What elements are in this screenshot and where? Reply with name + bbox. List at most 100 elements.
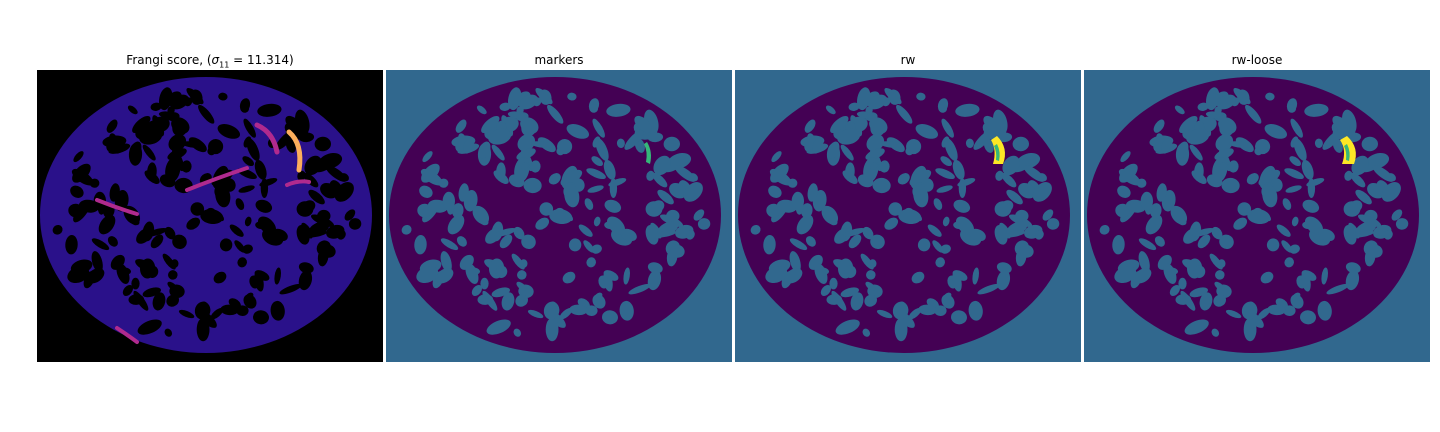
- texture-hole: [934, 305, 947, 317]
- texture-hole: [646, 170, 655, 181]
- texture-hole: [279, 283, 302, 295]
- texture-hole: [1267, 304, 1286, 316]
- texture-hole: [523, 177, 542, 194]
- texture-hole: [1117, 185, 1131, 198]
- texture-hole: [850, 292, 864, 311]
- texture-hole: [586, 257, 596, 268]
- texture-hole: [440, 238, 459, 251]
- texture-hole: [168, 134, 187, 152]
- panel-title-rw: rw: [900, 53, 916, 67]
- texture-hole: [848, 102, 860, 111]
- vessel-streak: [95, 198, 139, 216]
- texture-hole: [296, 224, 310, 245]
- texture-hole: [530, 160, 541, 173]
- texture-hole: [549, 209, 573, 225]
- panel-title-rw-loose: rw-loose: [1231, 53, 1283, 67]
- texture-hole: [456, 236, 467, 247]
- texture-hole: [827, 141, 840, 159]
- texture-hole: [1237, 202, 1252, 216]
- texture-hole: [128, 294, 145, 305]
- texture-hole: [1343, 224, 1357, 245]
- texture-hole: [521, 162, 529, 170]
- texture-hole: [1321, 267, 1328, 285]
- texture-hole: [586, 168, 606, 179]
- texture-hole: [865, 148, 885, 161]
- texture-hole: [603, 270, 619, 281]
- texture-hole: [234, 240, 246, 253]
- texture-hole: [1217, 94, 1236, 110]
- texture-hole: [860, 253, 874, 270]
- texture-hole: [507, 87, 522, 111]
- texture-hole: [807, 183, 818, 202]
- texture-hole: [217, 124, 241, 139]
- texture-hole: [152, 292, 166, 311]
- texture-hole: [91, 238, 110, 251]
- texture-hole: [1169, 285, 1180, 296]
- texture-hole: [1243, 317, 1257, 342]
- texture-hole: [1156, 183, 1167, 202]
- texture-hole: [519, 94, 538, 110]
- texture-hole: [1290, 118, 1303, 138]
- texture-hole: [1197, 234, 1211, 249]
- texture-hole: [485, 228, 502, 244]
- texture-hole: [1219, 234, 1234, 250]
- texture-hole: [1306, 177, 1325, 187]
- texture-hole: [220, 304, 239, 316]
- texture-hole: [1145, 214, 1163, 235]
- texture-hole: [697, 218, 711, 230]
- texture-hole: [562, 271, 576, 284]
- texture-hole: [146, 265, 159, 278]
- texture-hole: [1215, 270, 1225, 280]
- texture-hole: [789, 251, 801, 273]
- texture-hole: [1258, 169, 1281, 186]
- texture-hole: [1153, 119, 1165, 133]
- texture-hole: [164, 328, 173, 337]
- texture-hole: [634, 115, 652, 133]
- vessel-streak: [286, 129, 303, 173]
- texture-hole: [1350, 172, 1366, 188]
- texture-hole: [567, 92, 577, 101]
- texture-hole: [122, 285, 133, 296]
- texture-hole: [255, 199, 273, 213]
- texture-hole: [1281, 240, 1293, 253]
- texture-hole: [805, 236, 816, 247]
- texture-hole: [674, 165, 696, 182]
- texture-hole: [513, 328, 522, 337]
- texture-hole: [602, 310, 618, 325]
- texture-hole: [862, 226, 874, 240]
- texture-hole: [137, 319, 162, 335]
- texture-hole: [1154, 236, 1165, 247]
- texture-hole: [285, 115, 303, 133]
- texture-hole: [65, 235, 78, 255]
- texture-hole: [1218, 117, 1237, 134]
- texture-hole: [89, 178, 100, 188]
- texture-hole: [240, 104, 250, 113]
- texture-hole: [1170, 205, 1188, 225]
- texture-hole: [1291, 216, 1299, 227]
- texture-hole: [1176, 141, 1189, 159]
- texture-hole: [670, 244, 685, 258]
- texture-hole: [825, 105, 836, 115]
- texture-hole: [1046, 218, 1060, 230]
- texture-hole: [936, 185, 953, 193]
- texture-hole: [1140, 191, 1154, 211]
- texture-hole: [1136, 178, 1147, 188]
- texture-hole: [242, 156, 254, 167]
- texture-hole: [1276, 224, 1291, 237]
- marker-region: [644, 142, 651, 164]
- texture-hole: [564, 184, 580, 208]
- texture-hole: [150, 102, 162, 111]
- texture-hole: [476, 105, 487, 115]
- texture-hole: [1138, 251, 1150, 273]
- texture-hole: [566, 124, 590, 139]
- texture-hole: [1237, 89, 1250, 105]
- texture-hole: [647, 262, 663, 274]
- texture-hole: [628, 283, 651, 295]
- texture-hole: [894, 317, 908, 342]
- texture-hole: [254, 270, 270, 281]
- texture-hole: [866, 270, 876, 280]
- texture-hole: [1175, 294, 1192, 305]
- texture-hole: [442, 191, 456, 211]
- texture-hole: [771, 151, 782, 163]
- texture-hole: [995, 170, 1004, 181]
